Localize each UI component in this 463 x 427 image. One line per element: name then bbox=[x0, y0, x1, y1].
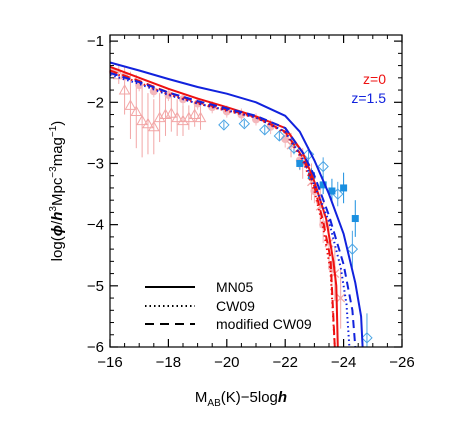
legend-label-cw09: CW09 bbox=[216, 298, 255, 314]
triangle-point bbox=[118, 84, 131, 95]
square-point bbox=[296, 159, 304, 167]
x-tick-label: −26 bbox=[389, 354, 414, 371]
circle-point bbox=[149, 87, 158, 96]
series-line-solid-z15 bbox=[109, 61, 364, 348]
triangle-point bbox=[188, 108, 201, 120]
triangle-point bbox=[136, 114, 148, 126]
x-tick-label: −16 bbox=[97, 354, 122, 371]
legend: MN05 CW09 modified CW09 bbox=[145, 279, 312, 332]
legend-label-mn05: MN05 bbox=[216, 279, 254, 295]
triangle-point bbox=[147, 120, 160, 132]
triangle-point bbox=[177, 114, 189, 126]
triangle-point bbox=[124, 99, 137, 110]
series-line-dashed-z15 bbox=[109, 71, 357, 348]
axis-ticks-layer: −16 −18 −20 −22 −24 −26 −6 −5 −4 −3 −2 −1 bbox=[87, 33, 415, 371]
triangle-point bbox=[153, 111, 166, 123]
diamond-point bbox=[273, 130, 286, 142]
y-tick-label: −5 bbox=[87, 278, 104, 295]
x-tick-label: −20 bbox=[214, 354, 239, 371]
x-axis-label: MAB(K)−5logh bbox=[195, 389, 287, 409]
circle-point bbox=[164, 90, 173, 99]
x-tick-label: −24 bbox=[331, 354, 356, 371]
triangle-point bbox=[165, 107, 178, 118]
diamond-point bbox=[238, 117, 251, 130]
x-tick-label: −22 bbox=[272, 354, 297, 371]
diamond-point bbox=[259, 124, 271, 136]
y-tick-label: −4 bbox=[87, 217, 104, 234]
square-point bbox=[351, 215, 359, 223]
triangle-point bbox=[171, 111, 184, 123]
y-axis-label: log(ϕ/h3Mpc−3mag−1) bbox=[48, 121, 66, 262]
cross-point bbox=[336, 293, 346, 303]
triangle-point bbox=[142, 117, 154, 129]
y-tick-label: −3 bbox=[87, 155, 104, 172]
y-tick-label: −1 bbox=[87, 33, 104, 50]
x-tick-label: −18 bbox=[156, 354, 181, 371]
square-point bbox=[328, 187, 336, 195]
triangle-point bbox=[130, 105, 143, 116]
legend-label-modified-cw09: modified CW09 bbox=[216, 316, 312, 332]
square-point bbox=[340, 184, 348, 192]
redshift-label-z1_5: z=1.5 bbox=[351, 90, 386, 106]
triangle-point bbox=[194, 111, 207, 123]
square-point bbox=[319, 181, 327, 189]
redshift-label-z0: z=0 bbox=[363, 71, 386, 87]
model-curves-layer bbox=[109, 61, 364, 348]
diamond-point bbox=[302, 148, 315, 161]
triangle-point bbox=[182, 111, 195, 123]
diamond-point bbox=[346, 243, 359, 255]
diamond-point bbox=[361, 332, 373, 344]
diamond-point bbox=[317, 160, 329, 173]
y-tick-label: −6 bbox=[87, 339, 104, 356]
diamond-point bbox=[218, 119, 230, 131]
series-line-dotted-z15 bbox=[109, 73, 351, 348]
y-tick-label: −2 bbox=[87, 94, 104, 111]
